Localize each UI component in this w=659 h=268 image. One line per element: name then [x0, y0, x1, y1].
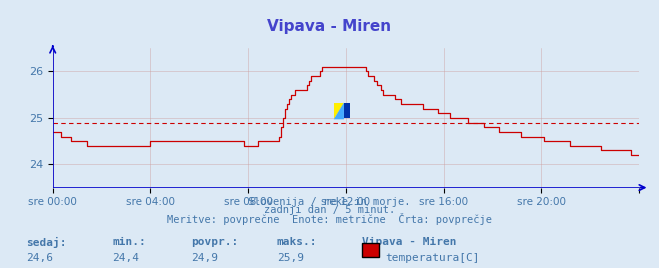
Text: Vipava - Miren: Vipava - Miren [362, 237, 457, 247]
Text: povpr.:: povpr.: [191, 237, 239, 247]
Text: Slovenija / reke in morje.: Slovenija / reke in morje. [248, 197, 411, 207]
Polygon shape [333, 103, 344, 119]
Text: 24,9: 24,9 [191, 253, 218, 263]
Polygon shape [344, 103, 350, 118]
Text: 25,9: 25,9 [277, 253, 304, 263]
Text: maks.:: maks.: [277, 237, 317, 247]
Text: zadnji dan / 5 minut.: zadnji dan / 5 minut. [264, 205, 395, 215]
Text: 24,6: 24,6 [26, 253, 53, 263]
Text: Vipava - Miren: Vipava - Miren [268, 19, 391, 34]
Polygon shape [333, 103, 344, 119]
Text: temperatura[C]: temperatura[C] [386, 253, 480, 263]
Text: 24,4: 24,4 [112, 253, 139, 263]
Text: Meritve: povprečne  Enote: metrične  Črta: povprečje: Meritve: povprečne Enote: metrične Črta:… [167, 213, 492, 225]
Text: sedaj:: sedaj: [26, 237, 67, 248]
Text: min.:: min.: [112, 237, 146, 247]
